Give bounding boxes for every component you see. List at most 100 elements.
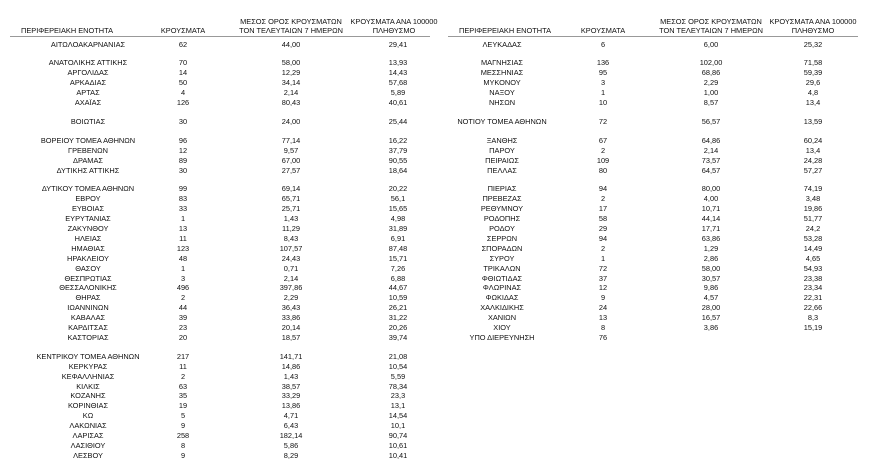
region-name: ΛΑΣΙΘΙΟΥ [70,440,106,450]
region-name: ΜΑΓΝΗΣΙΑΣ [481,58,523,68]
cell-value: 4 [180,88,186,98]
region-name: ΚΙΛΚΙΣ [76,381,100,391]
cell-value: 14,49 [803,243,823,253]
cell-value: 4,00 [703,194,719,204]
cell-value: 6,91 [390,233,406,243]
cell-value: 48 [178,253,188,263]
cell-value: 16,22 [388,135,408,145]
cell-value: 69,14 [281,184,301,194]
cell-value: 6,00 [703,39,719,49]
cell-value: 62 [178,39,188,49]
cell-value: 9 [600,293,606,303]
cell-value: 4,98 [390,214,406,224]
cell-value: 13 [598,313,608,323]
cell-value: 14,43 [388,68,408,78]
region-name: ΛΕΣΒΟΥ [73,450,103,460]
region-name: ΚΕΝΤΡΙΚΟΥ ΤΟΜΕΑ ΑΘΗΝΩΝ [36,351,140,361]
cell-value: 20,26 [388,323,408,332]
region-name: ΕΥΡΥΤΑΝΙΑΣ [65,214,111,224]
cell-value: 126 [176,98,190,107]
cell-value: 5,86 [283,440,299,450]
cell-value: 5 [180,411,186,421]
cell-value: 95 [598,68,608,78]
cell-value: 12 [178,145,188,155]
cell-value: 16,57 [701,313,721,323]
column-header: ΚΡΟΥΣΜΑΤΑ [580,26,626,35]
cell-value: 78,34 [388,381,408,391]
cell-value: 57,27 [803,165,823,175]
cell-value: 24,2 [805,224,821,233]
cell-value: 1 [180,214,186,224]
cell-value: 13,4 [805,145,821,155]
cell-value: 24,43 [281,253,301,263]
cell-value: 14,54 [388,411,408,421]
cell-value: 25,44 [388,116,408,126]
cell-value: 94 [598,184,608,194]
cell-value: 1 [180,263,186,273]
region-name: ΝΟΤΙΟΥ ΤΟΜΕΑ ΑΘΗΝΩΝ [457,116,547,126]
cell-value: 7,26 [390,263,406,273]
cell-value: 258 [176,431,190,440]
cell-value: 3 [180,273,186,283]
cell-value: 496 [176,283,190,293]
region-name: ΘΗΡΑΣ [75,293,101,303]
cell-value: 18,64 [388,165,408,175]
cell-value: 29,41 [388,39,408,49]
region-name: ΘΑΣΟΥ [75,263,101,273]
column-header: ΠΛΗΘΥΣΜΟ [372,26,416,35]
cell-value: 63,86 [701,233,721,243]
cell-value: 217 [176,351,190,361]
cell-value: 2 [600,194,606,204]
cell-value: 36,43 [281,303,301,313]
cell-value: 2,29 [703,78,719,88]
cell-value: 8 [600,323,606,332]
region-name: ΚΟΡΙΝΘΙΑΣ [67,401,109,411]
cell-value: 56,57 [701,116,721,126]
cell-value: 5,89 [390,88,406,98]
cell-value: 23,34 [803,283,823,293]
region-name: ΔΥΤΙΚΟΥ ΤΟΜΕΑ ΑΘΗΝΩΝ [41,184,135,194]
region-name: ΚΟΖΑΝΗΣ [70,391,106,401]
cell-value: 8 [180,440,186,450]
cell-value: 63 [178,381,188,391]
cell-value: 80,00 [701,184,721,194]
cell-value: 13,4 [805,98,821,107]
cell-value: 23,38 [803,273,823,283]
cell-value: 29,6 [805,78,821,88]
column-header: ΚΡΟΥΣΜΑΤΑ [160,26,206,35]
region-name: ΛΑΚΩΝΙΑΣ [69,421,107,431]
region-name: ΔΥΤΙΚΗΣ ΑΤΤΙΚΗΣ [56,165,120,175]
column-header: ΠΛΗΘΥΣΜΟ [791,26,835,35]
cell-value: 3,86 [703,323,719,332]
cell-value: 65,71 [281,194,301,204]
cell-value: 6,88 [390,273,406,283]
cell-value: 9 [180,421,186,431]
cell-value: 74,19 [803,184,823,194]
cell-value: 141,71 [279,351,303,361]
cell-value: 1 [600,253,606,263]
cell-value: 33 [178,204,188,214]
cell-value: 109 [596,155,610,165]
cell-value: 90,55 [388,155,408,165]
cell-value: 20,22 [388,184,408,194]
cell-value: 9 [180,450,186,460]
region-name: ΠΑΡΟΥ [489,145,515,155]
cell-value: 18,57 [281,332,301,342]
region-name: ΠΕΙΡΑΙΩΣ [485,155,519,165]
cell-value: 80 [598,165,608,175]
cell-value: 10,71 [701,204,721,214]
cell-value: 72 [598,116,608,126]
column-header: ΜΕΣΟΣ ΟΡΟΣ ΚΡΟΥΣΜΑΤΩΝ [660,17,762,26]
cell-value: 2 [600,243,606,253]
region-name: ΡΟΔΟΥ [489,224,515,233]
cell-value: 77,14 [281,135,301,145]
region-name: ΘΕΣΠΡΩΤΙΑΣ [64,273,112,283]
cell-value: 2,14 [703,145,719,155]
header-rule [448,36,858,37]
cell-value: 20 [178,332,188,342]
cell-value: 72 [598,263,608,273]
region-name: ΘΕΣΣΑΛΟΝΙΚΗΣ [59,283,117,293]
cell-value: 23 [178,323,188,332]
cell-value: 8,57 [703,98,719,107]
